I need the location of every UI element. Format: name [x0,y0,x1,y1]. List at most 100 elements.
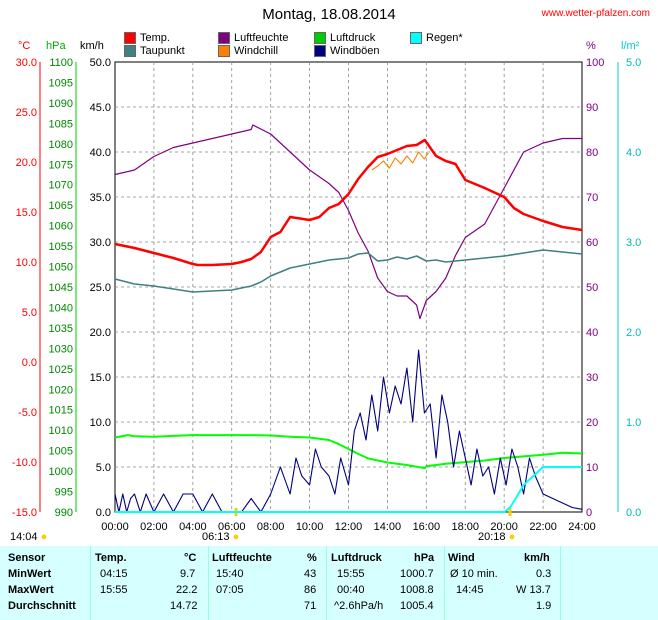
legend-dewpoint-swatch [124,45,136,57]
x-tick-label: 14:00 [374,521,402,533]
temp-tick-label: -5.0 [18,407,37,419]
humidity-tick-label: 30 [586,372,598,384]
rain-tick-label: 3.0 [626,237,641,249]
temp-tick-label: -10.0 [12,457,37,469]
sunrise-text: 06:13 [202,531,230,543]
header-pressure-unit: hPa [414,552,435,564]
wind-tick-label: 45.0 [90,102,111,114]
header-sensor: Sensor [8,552,46,564]
pressure-tick-label: 1075 [49,159,73,171]
humidity-tick-label: 60 [586,237,598,249]
wind-tick-label: 15.0 [90,372,111,384]
legend-rain-label: Regen* [426,32,463,44]
row-label: MaxWert [8,584,54,596]
wind-tick-label: 25.0 [90,282,111,294]
pressure-value: 1008.8 [400,584,434,596]
stats-table: Sensor Temp. °C Luftfeuchte % Luftdruck … [0,546,658,620]
pressure-tick-label: 1065 [49,200,73,212]
legend-gusts-label: Windböen [330,45,380,57]
x-tick-label: 22:00 [529,521,557,533]
rain-tick-label: 0.0 [626,507,641,519]
pressure-tick-label: 1070 [49,180,73,192]
temp-tick-label: 0.0 [22,357,37,369]
temp-tick-label: 30.0 [16,57,37,69]
pressure-tick-label: 1015 [49,405,73,417]
pressure-tick-label: 1005 [49,446,73,458]
header-humidity-unit: % [307,552,317,564]
pressure-tick-label: 1100 [49,57,73,69]
humidity-tick-label: 90 [586,102,598,114]
stats-row-max: MaxWert 15:55 22.2 07:05 86 00:40 1008.8… [0,584,658,600]
humidity-tick-label: 70 [586,192,598,204]
sun-icon: ● [40,531,48,543]
x-tick-label: 20:00 [490,521,518,533]
table-divider [560,546,561,620]
x-tick-label: 06:00 [218,521,246,533]
pressure-tick-label: 1055 [49,241,73,253]
legend-pressure: Luftdruck [314,32,375,44]
legend-dewpoint: Taupunkt [124,45,185,57]
rain-tick-label: 4.0 [626,147,641,159]
legend-temp-label: Temp. [140,32,170,44]
header-pressure: Luftdruck [331,552,382,564]
x-tick-label: 24:00 [568,521,596,533]
temp-tick-label: 10.0 [16,257,37,269]
humidity-time: 15:40 [216,568,244,580]
humidity-unit: % [586,40,596,52]
pressure-tick-label: 1010 [49,425,73,437]
stats-row-avg: Durchschnitt 14.72 71 ^2.6hPa/h 1005.4 1… [0,600,658,616]
pressure-tick-label: 1050 [49,262,73,274]
wind-tick-label: 0.0 [96,507,111,519]
legend-rain: Regen* [410,32,463,44]
wind-tick-label: 5.0 [96,462,111,474]
wind-value: 1.9 [536,600,552,612]
table-divider [444,546,445,620]
x-tick-label: 10:00 [296,521,324,533]
series-regen-line [115,466,582,513]
legend-humidity-swatch [218,32,230,44]
pressure-tick-label: 1020 [49,384,73,396]
wind-tick-label: 40.0 [90,147,111,159]
header-temp-unit: °C [184,552,197,564]
wind-value: 0.3 [536,568,552,580]
x-tick-label: 04:00 [179,521,207,533]
pressure-tick-label: 1035 [49,323,73,335]
pressure-tick-label: 995 [55,487,73,499]
series-windböen-line [114,349,583,513]
rain-tick-label: 1.0 [626,417,641,429]
legend-pressure-label: Luftdruck [330,32,376,44]
humidity-tick-label: 10 [586,462,598,474]
page-title: Montag, 18.08.2014 [262,6,396,23]
wind-tick-label: 50.0 [90,57,111,69]
humidity-tick-label: 20 [586,417,598,429]
sunset-icon: ● [508,531,516,543]
table-divider [326,546,327,620]
x-tick-label: 02:00 [140,521,168,533]
wind-tick-label: 30.0 [90,237,111,249]
header-temp: Temp. [95,552,127,564]
legend-temp: Temp. [124,32,170,44]
series-temp-line [114,138,583,267]
legend-windchill-label: Windchill [234,45,279,57]
header-wind-unit: km/h [524,552,550,564]
temp-value: 14.72 [170,600,198,612]
pressure-tick-label: 990 [55,507,73,519]
series-taupunkt-line [114,249,583,293]
legend-humidity: Luftfeuchte [218,32,288,44]
sunrise-icon: ● [232,531,240,543]
pressure-tick-label: 1060 [49,221,73,233]
pressure-tick-label: 1095 [49,77,73,89]
legend-humidity-label: Luftfeuchte [234,32,289,44]
series-luftfeuchte-line [114,124,582,320]
wind-time: Ø 10 min. [450,568,498,580]
pressure-time: 15:55 [337,568,365,580]
temp-tick-label: -15.0 [12,507,37,519]
legend-dewpoint-label: Taupunkt [140,45,185,57]
humidity-value: 86 [304,584,317,596]
table-divider [90,546,91,620]
current-time-text: 14:04 [10,531,38,543]
rain-tick-label: 5.0 [626,57,641,69]
humidity-tick-label: 50 [586,282,598,294]
legend-rain-swatch [410,32,422,44]
site-link[interactable]: www.wetter-pfalzen.com [541,8,650,19]
